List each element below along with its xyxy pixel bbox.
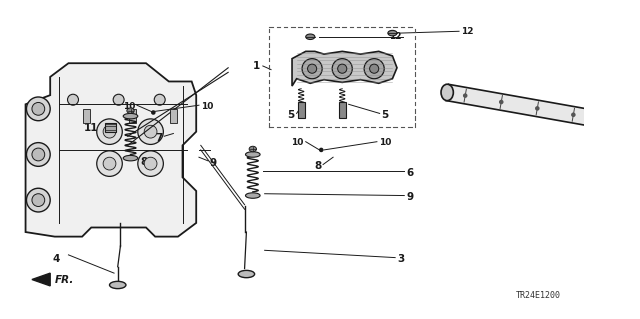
Polygon shape (445, 84, 640, 164)
Circle shape (332, 59, 352, 79)
Circle shape (97, 151, 122, 176)
Circle shape (97, 119, 122, 145)
Text: 12: 12 (461, 27, 474, 36)
Text: FR.: FR. (55, 275, 74, 285)
Ellipse shape (127, 108, 134, 114)
Circle shape (138, 119, 163, 145)
Text: 9: 9 (210, 158, 217, 168)
Circle shape (32, 148, 45, 161)
Bar (298, 101, 305, 118)
Ellipse shape (388, 30, 397, 36)
Text: 8: 8 (141, 157, 148, 167)
Circle shape (144, 157, 157, 170)
Bar (83, 109, 90, 122)
Circle shape (26, 97, 50, 121)
Text: 10: 10 (201, 102, 213, 111)
Ellipse shape (249, 146, 257, 152)
Ellipse shape (441, 84, 453, 100)
Circle shape (138, 151, 163, 176)
Text: 10: 10 (379, 138, 391, 147)
Circle shape (103, 157, 116, 170)
Circle shape (338, 64, 347, 73)
Circle shape (26, 143, 50, 166)
Ellipse shape (246, 152, 260, 157)
Bar (170, 109, 177, 122)
Bar (339, 101, 346, 118)
Bar (105, 122, 116, 132)
Circle shape (319, 148, 324, 152)
Text: 8: 8 (314, 161, 321, 171)
Text: 5: 5 (381, 110, 388, 120)
Ellipse shape (124, 114, 138, 119)
Polygon shape (26, 63, 196, 237)
Text: 10: 10 (292, 138, 304, 147)
Ellipse shape (124, 155, 138, 161)
Text: 9: 9 (406, 192, 413, 202)
Ellipse shape (246, 193, 260, 198)
Text: 11: 11 (84, 123, 99, 133)
Ellipse shape (306, 34, 315, 40)
Text: 6: 6 (406, 168, 413, 178)
Text: 7: 7 (155, 133, 163, 143)
Circle shape (499, 100, 504, 104)
Circle shape (154, 94, 165, 105)
Circle shape (364, 59, 384, 79)
Circle shape (32, 194, 45, 206)
Circle shape (302, 59, 322, 79)
Text: 3: 3 (397, 255, 404, 264)
Text: 4: 4 (53, 255, 60, 264)
Circle shape (607, 119, 612, 123)
Circle shape (308, 64, 317, 73)
Ellipse shape (109, 281, 126, 289)
Circle shape (370, 64, 379, 73)
Circle shape (103, 125, 116, 138)
Text: 5: 5 (287, 110, 295, 120)
Circle shape (68, 94, 79, 105)
Text: 10: 10 (123, 102, 135, 111)
Circle shape (535, 106, 540, 111)
Polygon shape (32, 273, 50, 286)
Circle shape (144, 125, 157, 138)
Bar (129, 109, 136, 122)
Circle shape (113, 94, 124, 105)
Circle shape (151, 110, 156, 115)
Circle shape (463, 93, 467, 98)
Text: TR24E1200: TR24E1200 (516, 292, 561, 300)
Circle shape (26, 188, 50, 212)
Circle shape (571, 113, 575, 117)
Circle shape (32, 102, 45, 115)
Ellipse shape (238, 271, 255, 278)
Polygon shape (292, 51, 397, 86)
Text: 12: 12 (389, 32, 401, 41)
Text: 1: 1 (253, 61, 260, 71)
